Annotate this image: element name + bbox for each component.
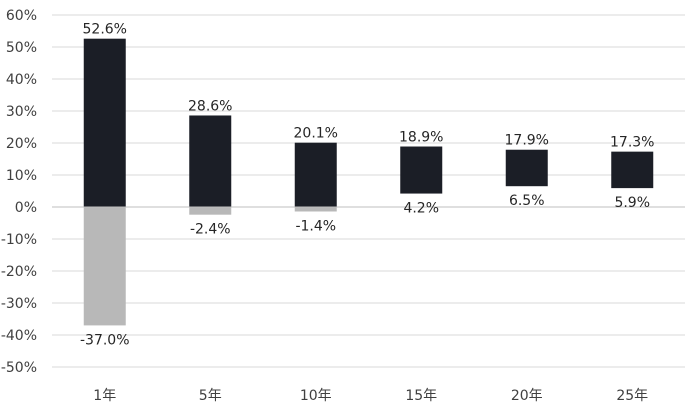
data-label-min: 5.9%	[614, 195, 650, 211]
bar-negative	[294, 207, 337, 212]
bar-range	[400, 146, 443, 194]
bar-range	[611, 151, 654, 189]
data-label-max: 28.6%	[188, 98, 232, 114]
y-tick-label: 20%	[6, 136, 37, 152]
bar-negative	[83, 207, 126, 326]
y-tick-label: -40%	[1, 328, 37, 344]
y-tick-label: 30%	[6, 104, 37, 120]
data-label-min: -1.4%	[295, 218, 336, 234]
y-tick-label: -30%	[1, 296, 37, 312]
data-label-max: 17.3%	[610, 135, 654, 151]
data-labels: 52.6% -37.0% 28.6% -2.4% 20.1% -1.4% 18.9% 4.2%…	[80, 22, 655, 349]
y-tick-label: 40%	[6, 72, 37, 88]
x-tick-label: 1年	[93, 388, 116, 404]
x-axis-tick-labels: 1年 5年 10年 15年 20年 25年	[93, 388, 648, 404]
data-label-min: 4.2%	[403, 201, 439, 217]
x-tick-label: 5年	[199, 388, 222, 404]
y-tick-label: 0%	[15, 200, 37, 216]
bar-positive	[83, 38, 126, 208]
bar-range	[505, 149, 548, 187]
y-tick-label: 50%	[6, 40, 37, 56]
bars	[83, 38, 654, 326]
bar-positive	[189, 115, 232, 207]
x-tick-label: 25年	[616, 388, 648, 404]
y-tick-label: -10%	[1, 232, 37, 248]
x-tick-label: 20年	[511, 388, 543, 404]
y-tick-label: -20%	[1, 264, 37, 280]
y-axis-tick-labels: 60% 50% 40% 30% 20% 10% 0% -10% -20% -30% -40% -50%	[1, 8, 37, 376]
y-tick-label: 60%	[6, 8, 37, 24]
bar-positive	[294, 142, 337, 207]
data-label-max: 20.1%	[294, 126, 338, 142]
y-tick-label: -50%	[1, 360, 37, 376]
data-label-max: 17.9%	[505, 133, 549, 149]
x-tick-label: 10年	[300, 388, 332, 404]
data-label-max: 52.6%	[83, 22, 127, 38]
data-label-max: 18.9%	[399, 130, 443, 146]
x-tick-label: 15年	[405, 388, 437, 404]
data-label-min: -37.0%	[80, 332, 130, 348]
data-label-min: 6.5%	[509, 193, 545, 209]
bar-negative	[189, 207, 232, 215]
grid-lines	[52, 14, 685, 368]
data-label-min: -2.4%	[190, 222, 231, 238]
y-tick-label: 10%	[6, 168, 37, 184]
